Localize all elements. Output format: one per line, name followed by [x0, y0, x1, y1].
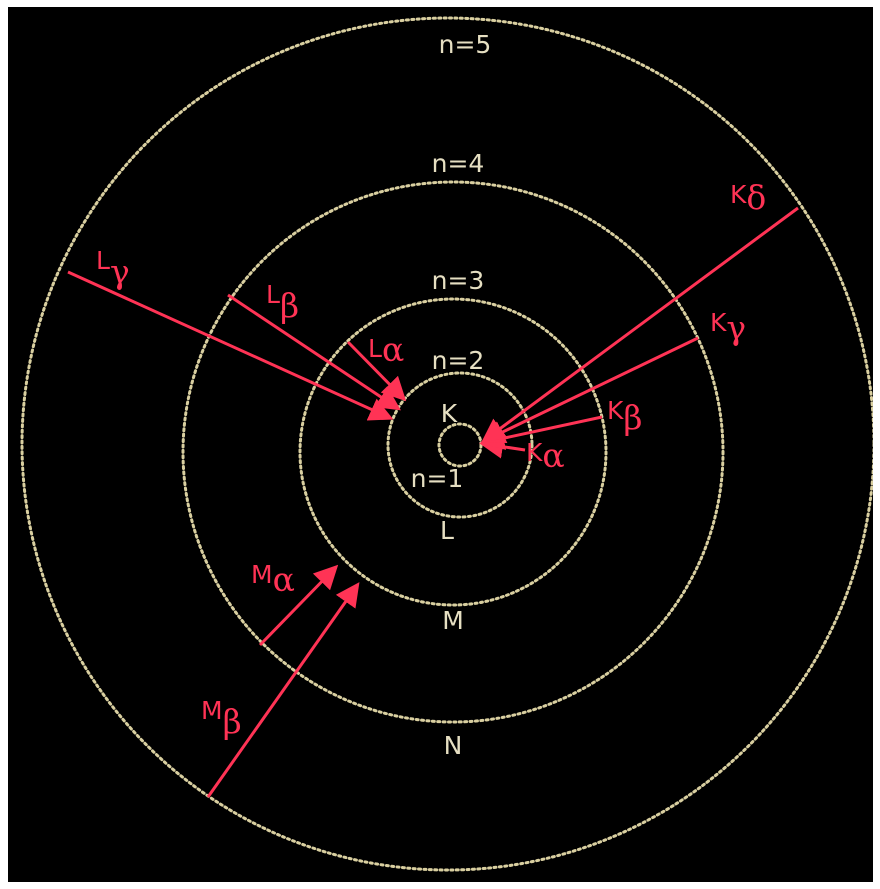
shell-n2-circle [386, 371, 534, 519]
shell-n4-level-label: n=4 [432, 149, 485, 178]
shell-n3-level-label: n=3 [432, 266, 485, 295]
l-gamma-label: Lγ [96, 246, 130, 291]
shell-l-name-label: L [440, 516, 454, 545]
k-gamma-arrow [480, 336, 699, 444]
l-beta-arrow [227, 293, 401, 411]
diagram-frame: n=5 n=4 n=3 n=2 n=1 K L M N Kδ Kγ Kβ Kα … [8, 7, 873, 882]
k-delta-arrow [481, 206, 799, 443]
shell-n5-circle [20, 16, 873, 872]
m-alpha-label: Mα [251, 560, 295, 599]
l-beta-label: Lβ [266, 280, 299, 325]
k-alpha-arrow [479, 434, 526, 459]
m-beta-arrow [206, 582, 360, 798]
shell-n-name-label: N [444, 731, 463, 760]
k-alpha-label: Kα [526, 436, 565, 475]
shell-n5-level-label: n=5 [439, 30, 492, 59]
k-beta-label: Kβ [607, 396, 642, 437]
shell-n1-level-label: n=1 [411, 464, 464, 493]
m-alpha-arrow [258, 564, 339, 647]
l-gamma-arrow [67, 270, 394, 421]
k-delta-label: Kδ [730, 178, 766, 217]
k-gamma-label: Kγ [710, 308, 746, 347]
shell-n4-circle [181, 180, 725, 724]
l-alpha-label: Lα [368, 330, 404, 369]
shell-m-name-label: M [442, 606, 464, 635]
shell-n3-circle [298, 297, 608, 607]
m-beta-label: Mβ [201, 696, 242, 741]
shell-n1-circle [437, 422, 483, 468]
shell-k-name-label: K [441, 399, 458, 428]
atomic-shell-diagram: n=5 n=4 n=3 n=2 n=1 K L M N Kδ Kγ Kβ Kα … [20, 16, 873, 872]
shell-n2-level-label: n=2 [432, 346, 485, 375]
